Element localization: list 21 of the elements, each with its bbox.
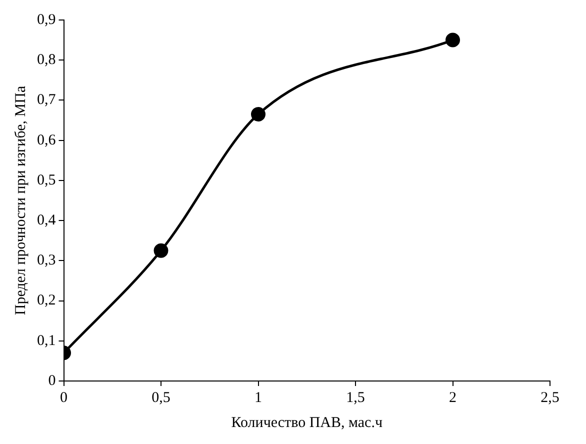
- y-tick-label: 0,5: [37, 172, 56, 188]
- point: [251, 107, 266, 122]
- x-tick-label: 1,5: [346, 390, 365, 406]
- x-tick-label: 2: [449, 390, 456, 406]
- y-tick-label: 0,9: [37, 12, 56, 28]
- y-tick-label: 0,8: [37, 52, 56, 68]
- y-axis-title: Предел прочности при изгибе, МПа: [12, 86, 29, 316]
- x-tick-label: 2,5: [540, 390, 560, 406]
- y-tick-label: 0,4: [37, 212, 56, 228]
- y-tick-label: 0,1: [37, 332, 56, 349]
- x-tick-label: 0: [60, 390, 68, 406]
- y-tick-label: 0,3: [37, 252, 56, 269]
- x-axis-title: Количество ПАВ, мас.ч: [231, 414, 383, 431]
- point: [154, 243, 168, 258]
- y-tick-label: 0,2: [37, 292, 56, 309]
- x-tick-label: 1: [254, 390, 262, 406]
- x-tick-label: 0,5: [152, 390, 170, 406]
- y-tick-label: 0,7: [37, 92, 56, 108]
- y-tick-label: 0: [48, 372, 56, 389]
- point: [446, 32, 460, 48]
- y-tick-label: 0,6: [37, 132, 56, 148]
